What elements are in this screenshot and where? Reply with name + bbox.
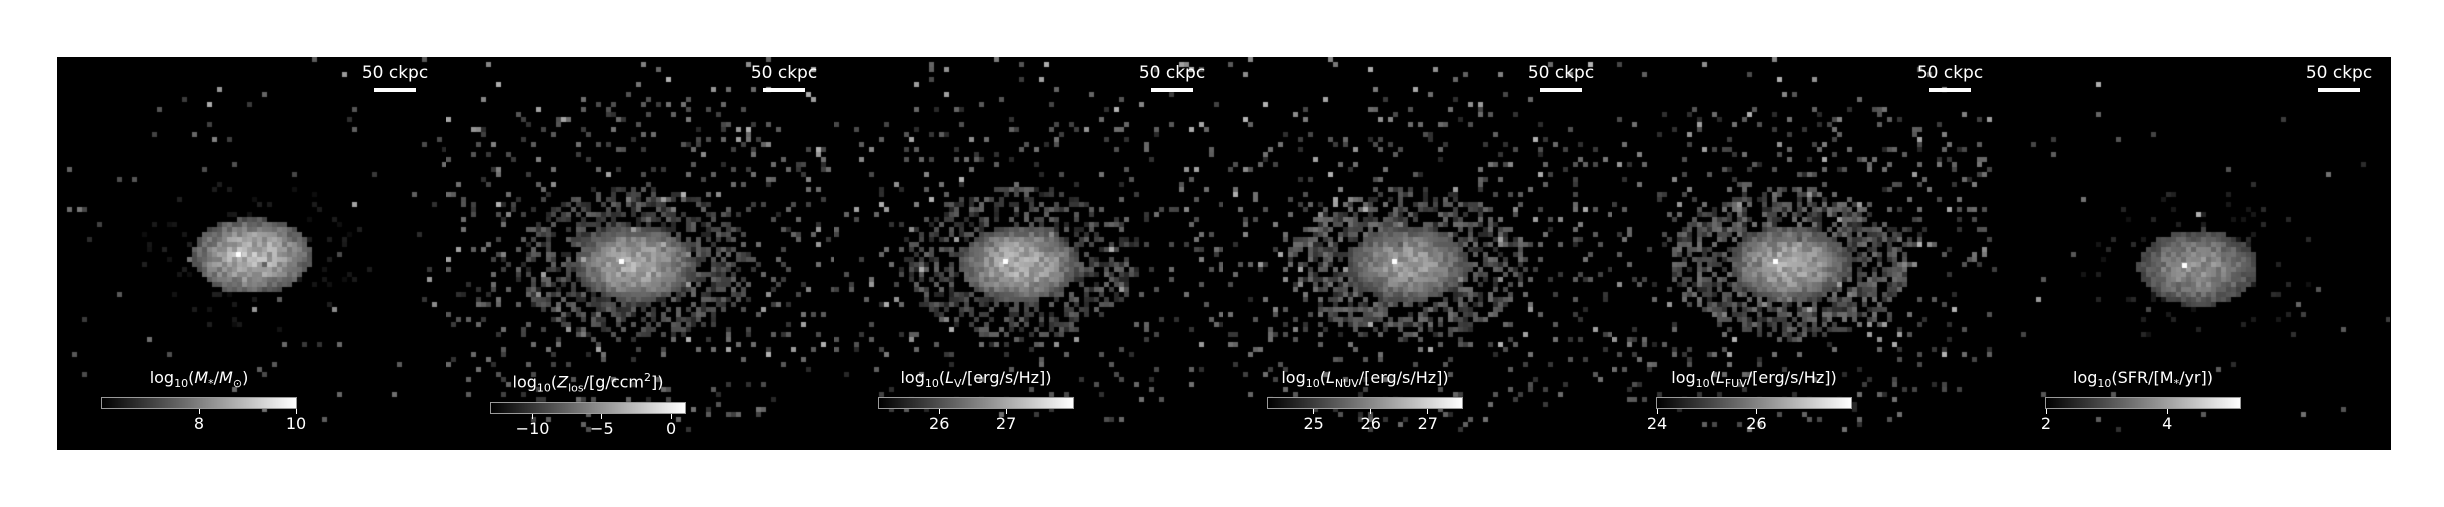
galaxy-map-image bbox=[446, 57, 835, 450]
colorbar-ticks: 24 26 bbox=[1647, 409, 1852, 435]
scale-bar-label: 50 ckpc bbox=[2305, 63, 2373, 83]
colorbar-tick: 26 bbox=[1736, 409, 1776, 433]
colorbar-tick: 26 bbox=[1351, 409, 1391, 433]
colorbar-tick-mark bbox=[1005, 409, 1007, 415]
galaxy-map-image bbox=[1223, 57, 1612, 450]
colorbar-gradient bbox=[101, 397, 297, 410]
galaxy-map-image bbox=[1612, 57, 2001, 450]
colorbar-gradient bbox=[1656, 397, 1852, 410]
colorbar-tick-label: 26 bbox=[1746, 414, 1767, 434]
colorbar-title: log10(LV/[erg/s/Hz]) bbox=[900, 368, 1052, 391]
scale-bar-label: 50 ckpc bbox=[1527, 63, 1595, 83]
scale-bar-label: 50 ckpc bbox=[1916, 63, 1984, 83]
colorbar-tick: 26 bbox=[919, 409, 959, 433]
colorbar-tick-label: 10 bbox=[285, 414, 307, 434]
colorbar-tick-mark bbox=[1427, 409, 1429, 415]
galaxy-maps-figure: 50 ckpc log10(M*/M⊙) 8 10 50 ckpc log10(Zlos/… bbox=[57, 57, 2391, 450]
colorbar-tick-label: 27 bbox=[1417, 414, 1438, 434]
colorbar-tick-mark bbox=[1313, 409, 1315, 415]
scale-bar-label: 50 ckpc bbox=[1138, 63, 1206, 83]
colorbar-tick: 2 bbox=[2026, 409, 2066, 433]
colorbar-tick-label: −5 bbox=[590, 418, 614, 438]
scale-bar: 50 ckpc bbox=[2304, 63, 2374, 92]
colorbar-tick-label: 0 bbox=[666, 418, 677, 438]
colorbar-tick: −5 bbox=[582, 413, 622, 438]
colorbar-tick: 24 bbox=[1637, 409, 1677, 433]
colorbar-tick: 25 bbox=[1294, 409, 1334, 433]
colorbar-tick-label: 8 bbox=[193, 414, 205, 434]
colorbar-tick-mark bbox=[938, 409, 940, 415]
colorbar-tick-label: 2 bbox=[2040, 414, 2052, 434]
map-panel-6: 50 ckpc log10(SFR/[M*/yr]) 2 4 bbox=[2001, 57, 2390, 450]
colorbar-title: log10(M*/M⊙) bbox=[149, 368, 249, 391]
scale-bar: 50 ckpc bbox=[1915, 63, 1985, 92]
scale-bar-label: 50 ckpc bbox=[750, 63, 818, 83]
colorbar-title: log10(Zlos/[g/ccm2]) bbox=[512, 371, 664, 395]
map-panel-1: 50 ckpc log10(M*/M⊙) 8 10 bbox=[57, 57, 446, 450]
colorbar-tick-label: 26 bbox=[929, 414, 950, 434]
colorbar: log10(M*/M⊙) 8 10 bbox=[101, 368, 306, 435]
colorbar-tick-label: 24 bbox=[1646, 414, 1668, 434]
scale-bar-line bbox=[374, 88, 416, 92]
galaxy-map-image bbox=[2001, 57, 2390, 450]
scale-bar: 50 ckpc bbox=[1526, 63, 1596, 92]
colorbar-gradient bbox=[2045, 397, 2241, 410]
colorbar-gradient bbox=[878, 397, 1074, 410]
colorbar: log10(LV/[erg/s/Hz]) 26 27 bbox=[878, 368, 1074, 435]
colorbar-tick-mark bbox=[601, 413, 603, 419]
colorbar-tick-label: −10 bbox=[515, 418, 550, 438]
colorbar: log10(Zlos/[g/ccm2]) −10 −5 0 bbox=[490, 368, 686, 440]
colorbar-tick-label: 26 bbox=[1360, 414, 1381, 434]
scale-bar-line bbox=[1151, 88, 1193, 92]
map-panel-3: 50 ckpc log10(LV/[erg/s/Hz]) 26 27 bbox=[834, 57, 1223, 450]
colorbar-tick-label: 25 bbox=[1303, 414, 1324, 434]
scale-bar-line bbox=[1929, 88, 1971, 92]
map-panel-5: 50 ckpc log10(LFUV/[erg/s/Hz]) 24 26 bbox=[1612, 57, 2001, 450]
colorbar-ticks: 26 27 bbox=[878, 409, 1074, 435]
colorbar-tick: 10 bbox=[276, 409, 316, 433]
colorbar-gradient bbox=[1267, 397, 1463, 410]
colorbar-ticks: −10 −5 0 bbox=[490, 413, 686, 440]
galaxy-map-image bbox=[834, 57, 1223, 450]
scale-bar-line bbox=[1540, 88, 1582, 92]
scale-bar: 50 ckpc bbox=[1137, 63, 1207, 92]
scale-bar-label: 50 ckpc bbox=[361, 63, 429, 83]
colorbar-tick-label: 4 bbox=[2162, 414, 2173, 434]
colorbar-tick-mark bbox=[670, 413, 672, 419]
scale-bar-line bbox=[763, 88, 805, 92]
colorbar-tick: 8 bbox=[179, 409, 219, 433]
colorbar-tick-mark bbox=[198, 409, 200, 415]
colorbar-tick: 0 bbox=[651, 413, 691, 438]
colorbar-tick: 4 bbox=[2147, 409, 2187, 433]
colorbar-tick-mark bbox=[295, 409, 297, 415]
colorbar-ticks: 25 26 27 bbox=[1267, 409, 1463, 435]
colorbar: log10(SFR/[M*/yr]) 2 4 bbox=[2041, 368, 2241, 435]
scale-bar: 50 ckpc bbox=[749, 63, 819, 92]
colorbar: log10(LFUV/[erg/s/Hz]) 24 26 bbox=[1647, 368, 1852, 435]
colorbar: log10(LNUV/[erg/s/Hz]) 25 26 27 bbox=[1267, 368, 1463, 435]
colorbar-tick-mark bbox=[2045, 409, 2047, 415]
galaxy-map-image bbox=[57, 57, 446, 450]
colorbar-tick-mark bbox=[2166, 409, 2168, 415]
scale-bar-line bbox=[2318, 88, 2360, 92]
scale-bar: 50 ckpc bbox=[360, 63, 430, 92]
map-panel-2: 50 ckpc log10(Zlos/[g/ccm2]) −10 −5 0 bbox=[446, 57, 835, 450]
colorbar-title: log10(LFUV/[erg/s/Hz]) bbox=[1671, 368, 1837, 391]
colorbar-tick: 27 bbox=[986, 409, 1026, 433]
colorbar-tick: −10 bbox=[513, 413, 553, 438]
colorbar-ticks: 8 10 bbox=[101, 409, 306, 435]
colorbar-title: log10(SFR/[M*/yr]) bbox=[2073, 368, 2213, 391]
colorbar-tick-label: 27 bbox=[995, 414, 1017, 434]
colorbar-gradient bbox=[490, 401, 686, 414]
colorbar-title: log10(LNUV/[erg/s/Hz]) bbox=[1281, 368, 1449, 391]
colorbar-tick-mark bbox=[532, 413, 534, 419]
map-panel-4: 50 ckpc log10(LNUV/[erg/s/Hz]) 25 26 27 bbox=[1223, 57, 1612, 450]
colorbar-tick: 27 bbox=[1408, 409, 1448, 433]
colorbar-tick-mark bbox=[1755, 409, 1757, 415]
colorbar-tick-mark bbox=[1656, 409, 1658, 415]
colorbar-tick-mark bbox=[1370, 409, 1372, 415]
